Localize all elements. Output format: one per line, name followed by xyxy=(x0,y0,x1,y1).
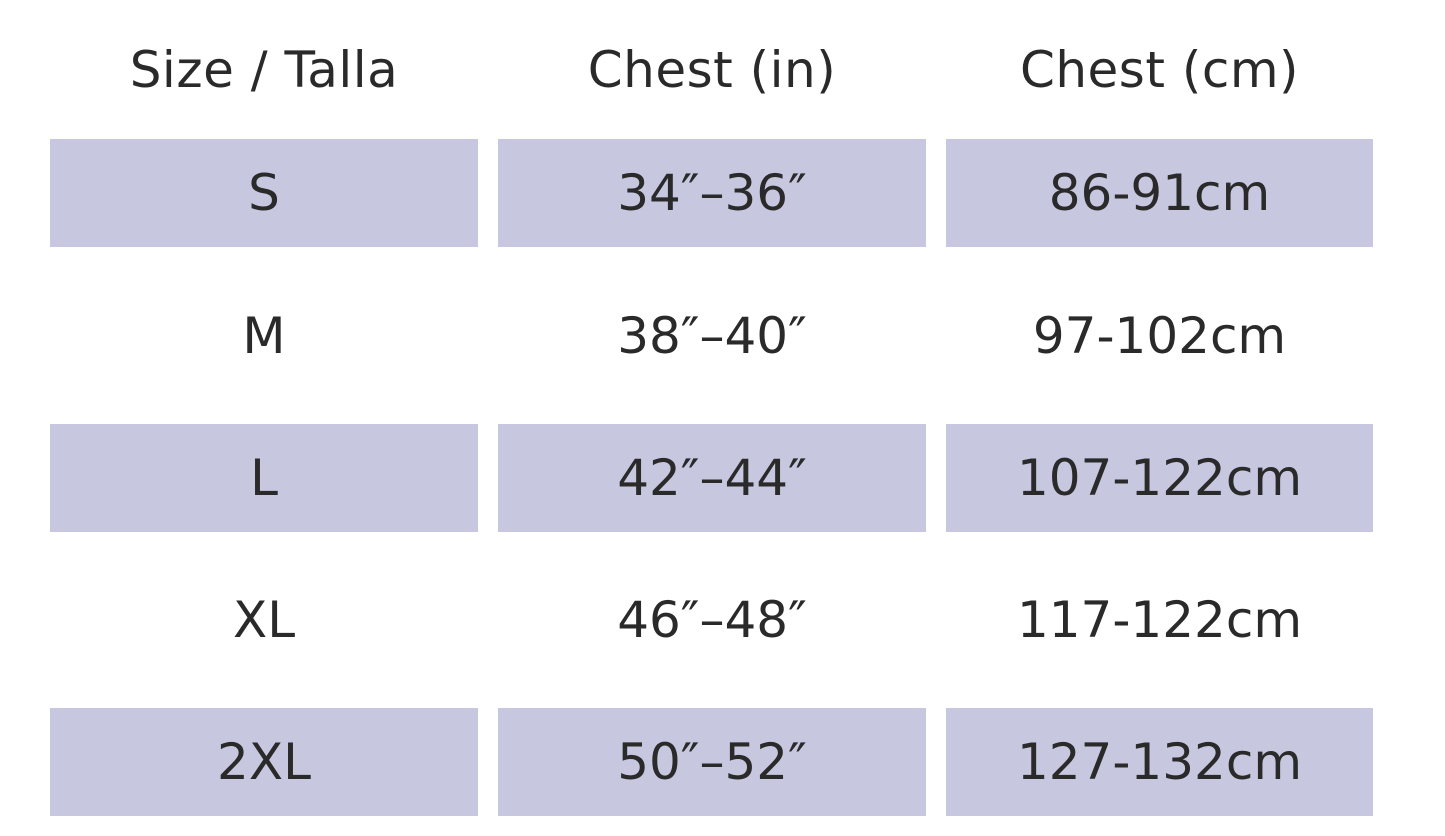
chest-in-cell: 34″–36″ xyxy=(498,139,926,247)
header-chest-cm: Chest (cm) xyxy=(1019,41,1300,99)
header-size: Size / Talla xyxy=(129,41,399,99)
size-cell: S xyxy=(50,139,478,247)
chest-cm-cell: 127-132cm xyxy=(946,708,1373,816)
chest-cm-cell: 86-91cm xyxy=(946,139,1373,247)
chest-cm-cell: 97-102cm xyxy=(1032,307,1287,365)
chest-cm-cell: 107-122cm xyxy=(946,424,1373,532)
table-row: S 34″–36″ 86-91cm xyxy=(0,139,1445,247)
table-row: XL 46″–48″ 117-122cm xyxy=(0,566,1445,674)
chest-in-cell: 46″–48″ xyxy=(617,591,807,649)
table-row: M 38″–40″ 97-102cm xyxy=(0,282,1445,390)
chest-in-cell: 50″–52″ xyxy=(498,708,926,816)
size-cell: XL xyxy=(232,591,296,649)
size-cell: L xyxy=(50,424,478,532)
chest-in-cell: 42″–44″ xyxy=(498,424,926,532)
size-cell: 2XL xyxy=(50,708,478,816)
table-row: 2XL 50″–52″ 127-132cm xyxy=(0,708,1445,816)
size-cell: M xyxy=(242,307,286,365)
size-chart-header: Size / Talla Chest (in) Chest (cm) xyxy=(0,30,1445,110)
table-row: L 42″–44″ 107-122cm xyxy=(0,424,1445,532)
header-chest-in: Chest (in) xyxy=(587,41,837,99)
chest-in-cell: 38″–40″ xyxy=(617,307,807,365)
chest-cm-cell: 117-122cm xyxy=(1016,591,1303,649)
